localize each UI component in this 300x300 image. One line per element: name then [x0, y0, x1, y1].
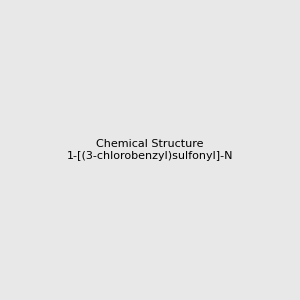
- Text: Chemical Structure
1-[(3-chlorobenzyl)sulfonyl]-N: Chemical Structure 1-[(3-chlorobenzyl)su…: [67, 139, 233, 161]
